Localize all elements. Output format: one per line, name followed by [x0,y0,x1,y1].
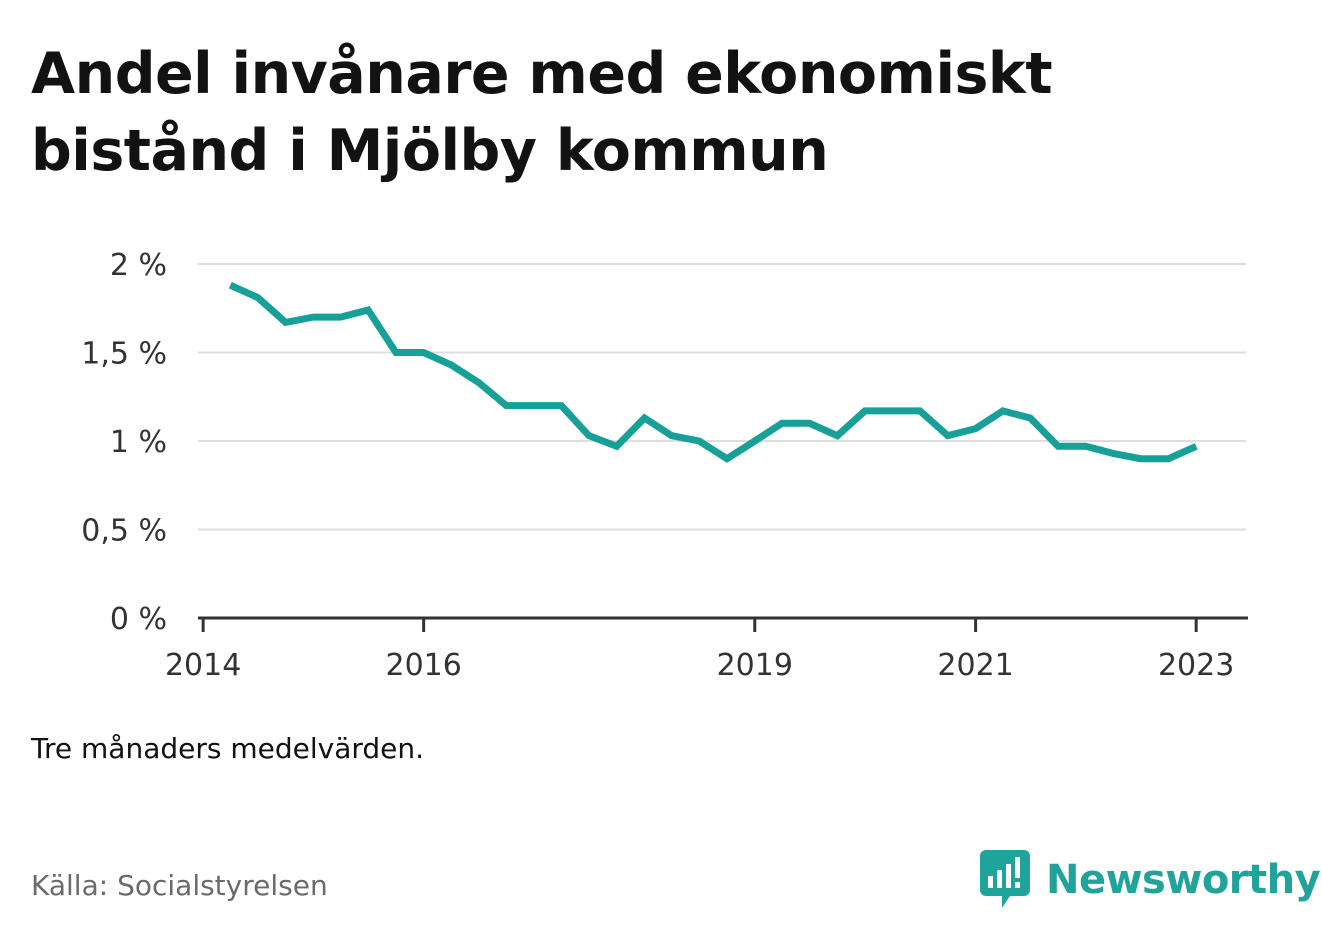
x-axis: 2014 2016 2019 2021 2023 [165,616,1248,683]
line-chart: 0 % 0,5 % 1 % 1,5 % 2 % 2014 2016 2019 2021 2023 [81,248,1248,683]
series-line [228,282,1198,463]
data-point [1165,455,1172,462]
data-point [420,349,427,356]
data-point [282,319,289,326]
x-tick-label: 2021 [937,648,1013,683]
x-tick-label: 2014 [165,648,241,683]
data-point [889,407,896,414]
data-point [392,349,399,356]
x-tick-label: 2019 [717,648,793,683]
data-point [862,407,869,414]
data-point [806,420,813,427]
grid-lines [198,263,1246,531]
x-tick-label: 2016 [385,648,461,683]
data-point [641,414,648,421]
data-point [1027,414,1034,421]
data-point [972,425,979,432]
data-point [1082,443,1089,450]
data-point [585,432,592,439]
y-tick-label: 0,5 % [81,514,167,549]
data-point [917,407,924,414]
brand-logo[interactable]: Newsworthy [980,850,1321,910]
data-point [310,314,317,321]
data-point [944,432,951,439]
data-point [254,294,261,301]
y-tick-label: 0 % [110,602,167,637]
data-point [365,307,372,314]
data-point [778,420,785,427]
data-point [1110,450,1117,457]
data-point [1055,443,1062,450]
y-tick-label: 2 % [110,248,167,283]
data-point [668,432,675,439]
data-point [1137,455,1144,462]
data-point [558,402,565,409]
data-point [723,455,730,462]
y-axis-tick-labels: 0 % 0,5 % 1 % 1,5 % 2 % [81,248,167,637]
data-point [696,438,703,445]
data-point [503,402,510,409]
brand-name: Newsworthy [1046,857,1321,903]
data-point [531,402,538,409]
x-tick-label: 2023 [1158,648,1234,683]
y-tick-label: 1,5 % [81,337,167,372]
data-point [448,361,455,368]
data-point [751,438,758,445]
chart-note: Tre månaders medelvärden. [31,732,425,765]
series-group [227,282,1200,463]
data-point [337,314,344,321]
data-point [227,282,234,289]
data-point [834,432,841,439]
chart-bubble-icon [980,850,1030,908]
source-credit: Källa: Socialstyrelsen [31,869,328,902]
data-point [999,407,1006,414]
data-point [613,443,620,450]
data-point [1193,443,1200,450]
chart-title: Andel invånare med ekonomiskt bistånd i … [31,41,1053,184]
data-point [475,379,482,386]
y-tick-label: 1 % [110,425,167,460]
